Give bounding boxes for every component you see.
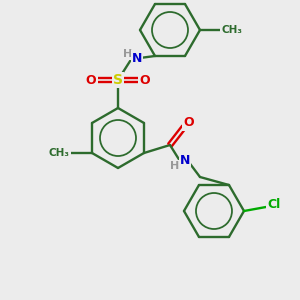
Text: Cl: Cl bbox=[267, 199, 280, 212]
Text: N: N bbox=[132, 52, 142, 64]
Text: N: N bbox=[180, 154, 190, 167]
Text: O: O bbox=[86, 74, 96, 86]
Text: O: O bbox=[140, 74, 150, 86]
Text: S: S bbox=[113, 73, 123, 87]
Text: H: H bbox=[123, 49, 133, 59]
Text: CH₃: CH₃ bbox=[221, 25, 242, 35]
Text: O: O bbox=[184, 116, 194, 130]
Text: CH₃: CH₃ bbox=[49, 148, 70, 158]
Text: H: H bbox=[170, 161, 180, 171]
